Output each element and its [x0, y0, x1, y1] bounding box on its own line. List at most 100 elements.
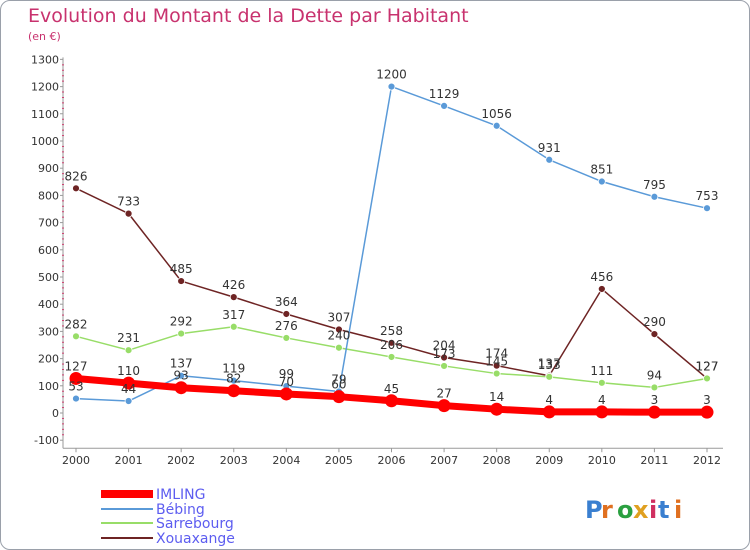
data-label-sarrebourg: 127: [696, 359, 719, 373]
proxiti-logo: Pr o x i t i: [585, 496, 682, 524]
x-tick-label: 2008: [483, 454, 511, 467]
data-label-sarrebourg: 111: [590, 364, 613, 378]
data-labels: 826 733 485 426 364 307 258 204 174 137 456 290 127 2…: [65, 68, 719, 408]
data-point-xouaxange: [124, 209, 133, 218]
legend-label-sarrebourg: Sarrebourg: [156, 516, 234, 532]
data-point-imling: [332, 390, 346, 404]
data-point-imling: [227, 384, 241, 398]
data-label-xouaxange: 174: [485, 347, 508, 361]
data-point-xouaxange: [229, 293, 238, 302]
data-point-sarrebourg: [177, 329, 186, 338]
x-tick-label: 2005: [325, 454, 353, 467]
data-label-sarrebourg: 145: [485, 355, 508, 369]
data-label-b-bing: 851: [590, 163, 613, 177]
data-label-imling: 45: [384, 382, 399, 396]
data-label-imling: 4: [598, 393, 606, 407]
logo-letter: t: [658, 496, 669, 524]
data-point-imling: [279, 387, 293, 401]
data-label-imling: 3: [651, 393, 659, 407]
data-label-b-bing: 119: [222, 362, 245, 376]
x-tick-label: 2011: [640, 454, 668, 467]
data-point-xouaxange: [440, 353, 448, 362]
data-point-imling: [69, 371, 83, 385]
data-label-b-bing: 1200: [376, 68, 407, 82]
x-tick-label: 2003: [220, 454, 248, 467]
legend-label-b-bing: Bébing: [156, 502, 205, 518]
logo-letter: i: [649, 496, 657, 524]
data-label-imling: 14: [489, 390, 504, 404]
data-label-imling: 70: [279, 375, 294, 389]
logo-letter: P: [585, 496, 603, 524]
data-label-b-bing: 137: [170, 357, 193, 371]
data-point-xouaxange: [650, 330, 659, 339]
data-point-sarrebourg: [335, 343, 343, 352]
data-label-b-bing: 99: [279, 367, 294, 381]
x-tick-label: 2004: [272, 454, 300, 467]
y-tick-label: 300: [38, 325, 59, 338]
y-tick-label: 500: [38, 271, 59, 284]
y-tick-label: -100: [34, 434, 59, 447]
data-point-sarrebourg: [545, 372, 554, 381]
data-label-xouaxange: 826: [65, 169, 88, 183]
axes: -100 0 100 200 300 400 500 600 700 800 900 1000 1100…: [31, 53, 723, 467]
data-label-sarrebourg: 282: [65, 317, 88, 331]
data-point-xouaxange: [335, 325, 343, 334]
data-point-sarrebourg: [492, 369, 501, 378]
y-tick-label: 0: [52, 407, 59, 420]
data-label-sarrebourg: 292: [170, 315, 193, 329]
data-label-imling: 93: [174, 369, 189, 383]
data-point-b-bing: [597, 177, 606, 186]
x-tick-label: 2000: [62, 454, 90, 467]
data-label-sarrebourg: 276: [275, 319, 298, 333]
chart-title: Evolution du Montant de la Dette par Hab…: [28, 5, 469, 27]
data-point-sarrebourg: [650, 383, 659, 392]
y-tick-label: 1300: [31, 53, 59, 66]
data-label-xouaxange: 307: [327, 310, 350, 324]
data-label-b-bing: 1056: [481, 107, 512, 121]
data-label-imling: 82: [226, 372, 241, 386]
data-label-imling: 3: [703, 393, 711, 407]
data-point-b-bing: [72, 394, 80, 403]
data-label-xouaxange: 258: [380, 324, 403, 338]
data-point-imling: [542, 405, 556, 419]
data-point-imling: [490, 402, 504, 416]
x-tick-label: 2002: [167, 454, 195, 467]
data-point-imling: [174, 381, 188, 395]
data-point-b-bing: [492, 121, 501, 130]
legend-label-xouaxange: Xouaxange: [156, 531, 235, 547]
x-tick-label: 2006: [378, 454, 406, 467]
data-point-imling: [122, 376, 136, 390]
data-label-sarrebourg: 173: [433, 347, 456, 361]
data-point-imling: [647, 405, 661, 419]
data-label-xouaxange: 733: [117, 195, 140, 209]
data-label-xouaxange: 456: [590, 270, 613, 284]
x-tick-label: 2012: [693, 454, 721, 467]
y-tick-label: 900: [38, 162, 59, 175]
data-point-sarrebourg: [440, 362, 448, 370]
data-point-imling: [385, 394, 398, 408]
data-point-sarrebourg: [597, 378, 606, 387]
data-point-b-bing: [387, 82, 396, 91]
data-point-xouaxange: [282, 310, 291, 318]
data-label-sarrebourg: 133: [538, 358, 561, 372]
x-tick-label: 2001: [115, 454, 143, 467]
data-point-b-bing: [440, 102, 448, 110]
data-label-imling: 27: [436, 387, 451, 401]
data-label-b-bing: 53: [68, 380, 83, 394]
data-point-sarrebourg: [703, 374, 711, 383]
logo-letter: i: [674, 496, 682, 524]
data-point-sarrebourg: [387, 353, 396, 361]
data-point-b-bing: [703, 204, 711, 213]
data-label-imling: 127: [65, 359, 88, 373]
y-tick-label: 1200: [31, 81, 59, 94]
data-label-b-bing: 931: [538, 141, 561, 155]
data-label-sarrebourg: 94: [647, 368, 662, 382]
data-label-xouaxange: 426: [222, 278, 245, 292]
data-label-imling: 60: [331, 378, 346, 392]
y-tick-label: 200: [38, 353, 59, 366]
data-label-xouaxange: 137: [538, 357, 561, 371]
y-tick-label: 1100: [31, 108, 59, 121]
data-point-imling: [437, 399, 451, 413]
data-point-imling: [700, 405, 714, 419]
